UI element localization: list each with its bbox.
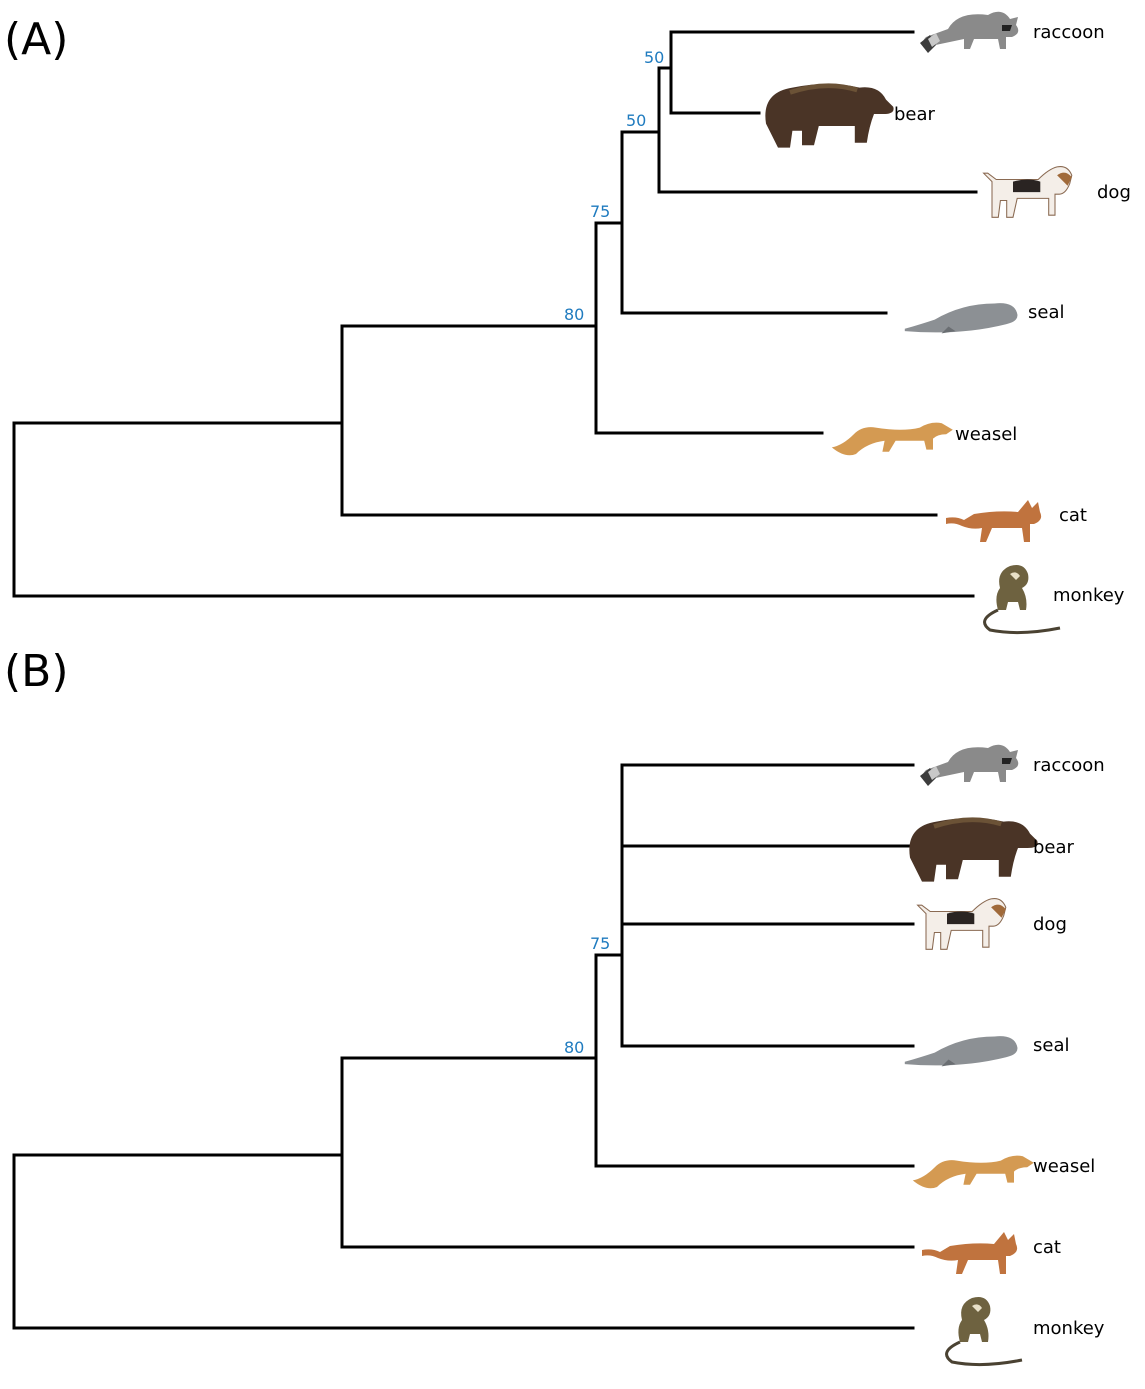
taxon-label-seal: seal [1033,1035,1069,1056]
taxon-label-weasel: weasel [955,424,1017,445]
monkey-icon [983,563,1062,635]
branch-weasel [594,221,824,435]
support-value: 80 [564,1038,584,1057]
dog-icon [983,166,1073,218]
support-value: 75 [590,202,610,221]
support-values-a: 50 50 75 80 [564,48,664,324]
branch-seal [620,763,915,1048]
taxon-label-seal: seal [1028,302,1064,323]
animal-icons-b [904,744,1038,1367]
support-value: 75 [590,934,610,953]
support-value: 80 [564,305,584,324]
taxon-labels-a: raccoon bear dog seal weasel cat monkey [894,22,1131,606]
monkey-icon [945,1295,1024,1367]
support-values-b: 75 80 [564,934,610,1057]
panel-a-label: (A) [4,14,68,65]
weasel-icon [912,1155,1034,1189]
panel-a: (A) 50 50 75 80 [4,11,1131,635]
taxon-label-weasel: weasel [1033,1156,1095,1177]
taxon-label-cat: cat [1059,505,1087,526]
seal-icon [904,1036,1018,1067]
bear-icon [909,818,1037,882]
taxon-label-raccoon: raccoon [1033,755,1105,776]
dog-icon [917,898,1007,950]
taxon-label-monkey: monkey [1033,1318,1105,1339]
panel-b-label: (B) [4,646,69,697]
branch-monkey [12,1153,915,1330]
taxon-label-bear: bear [1033,837,1075,858]
tree-a-branches [12,30,978,598]
branch-monkey [12,421,975,598]
taxon-label-dog: dog [1097,182,1131,203]
cat-icon [946,500,1042,542]
taxon-label-monkey: monkey [1053,585,1125,606]
raccoon-icon [920,11,1019,53]
panel-b: (B) 75 80 [4,646,1105,1367]
taxon-label-raccoon: raccoon [1033,22,1105,43]
branch-weasel [594,953,915,1168]
branch-cat [340,1056,915,1249]
taxon-label-bear: bear [894,104,936,125]
seal-icon [904,303,1018,334]
branch-seal [620,130,888,315]
support-value: 50 [626,111,646,130]
branch-cat [340,324,938,517]
cat-icon [922,1232,1018,1274]
branch-bear [669,30,761,115]
support-value: 50 [644,48,664,67]
taxon-label-cat: cat [1033,1237,1061,1258]
taxon-label-dog: dog [1033,914,1067,935]
branch-dog [657,66,978,194]
raccoon-icon [920,744,1019,786]
weasel-icon [831,422,953,456]
taxon-labels-b: raccoon bear dog seal weasel cat monkey [1033,755,1105,1339]
tree-b-branches [12,763,915,1330]
bear-icon [765,84,893,148]
